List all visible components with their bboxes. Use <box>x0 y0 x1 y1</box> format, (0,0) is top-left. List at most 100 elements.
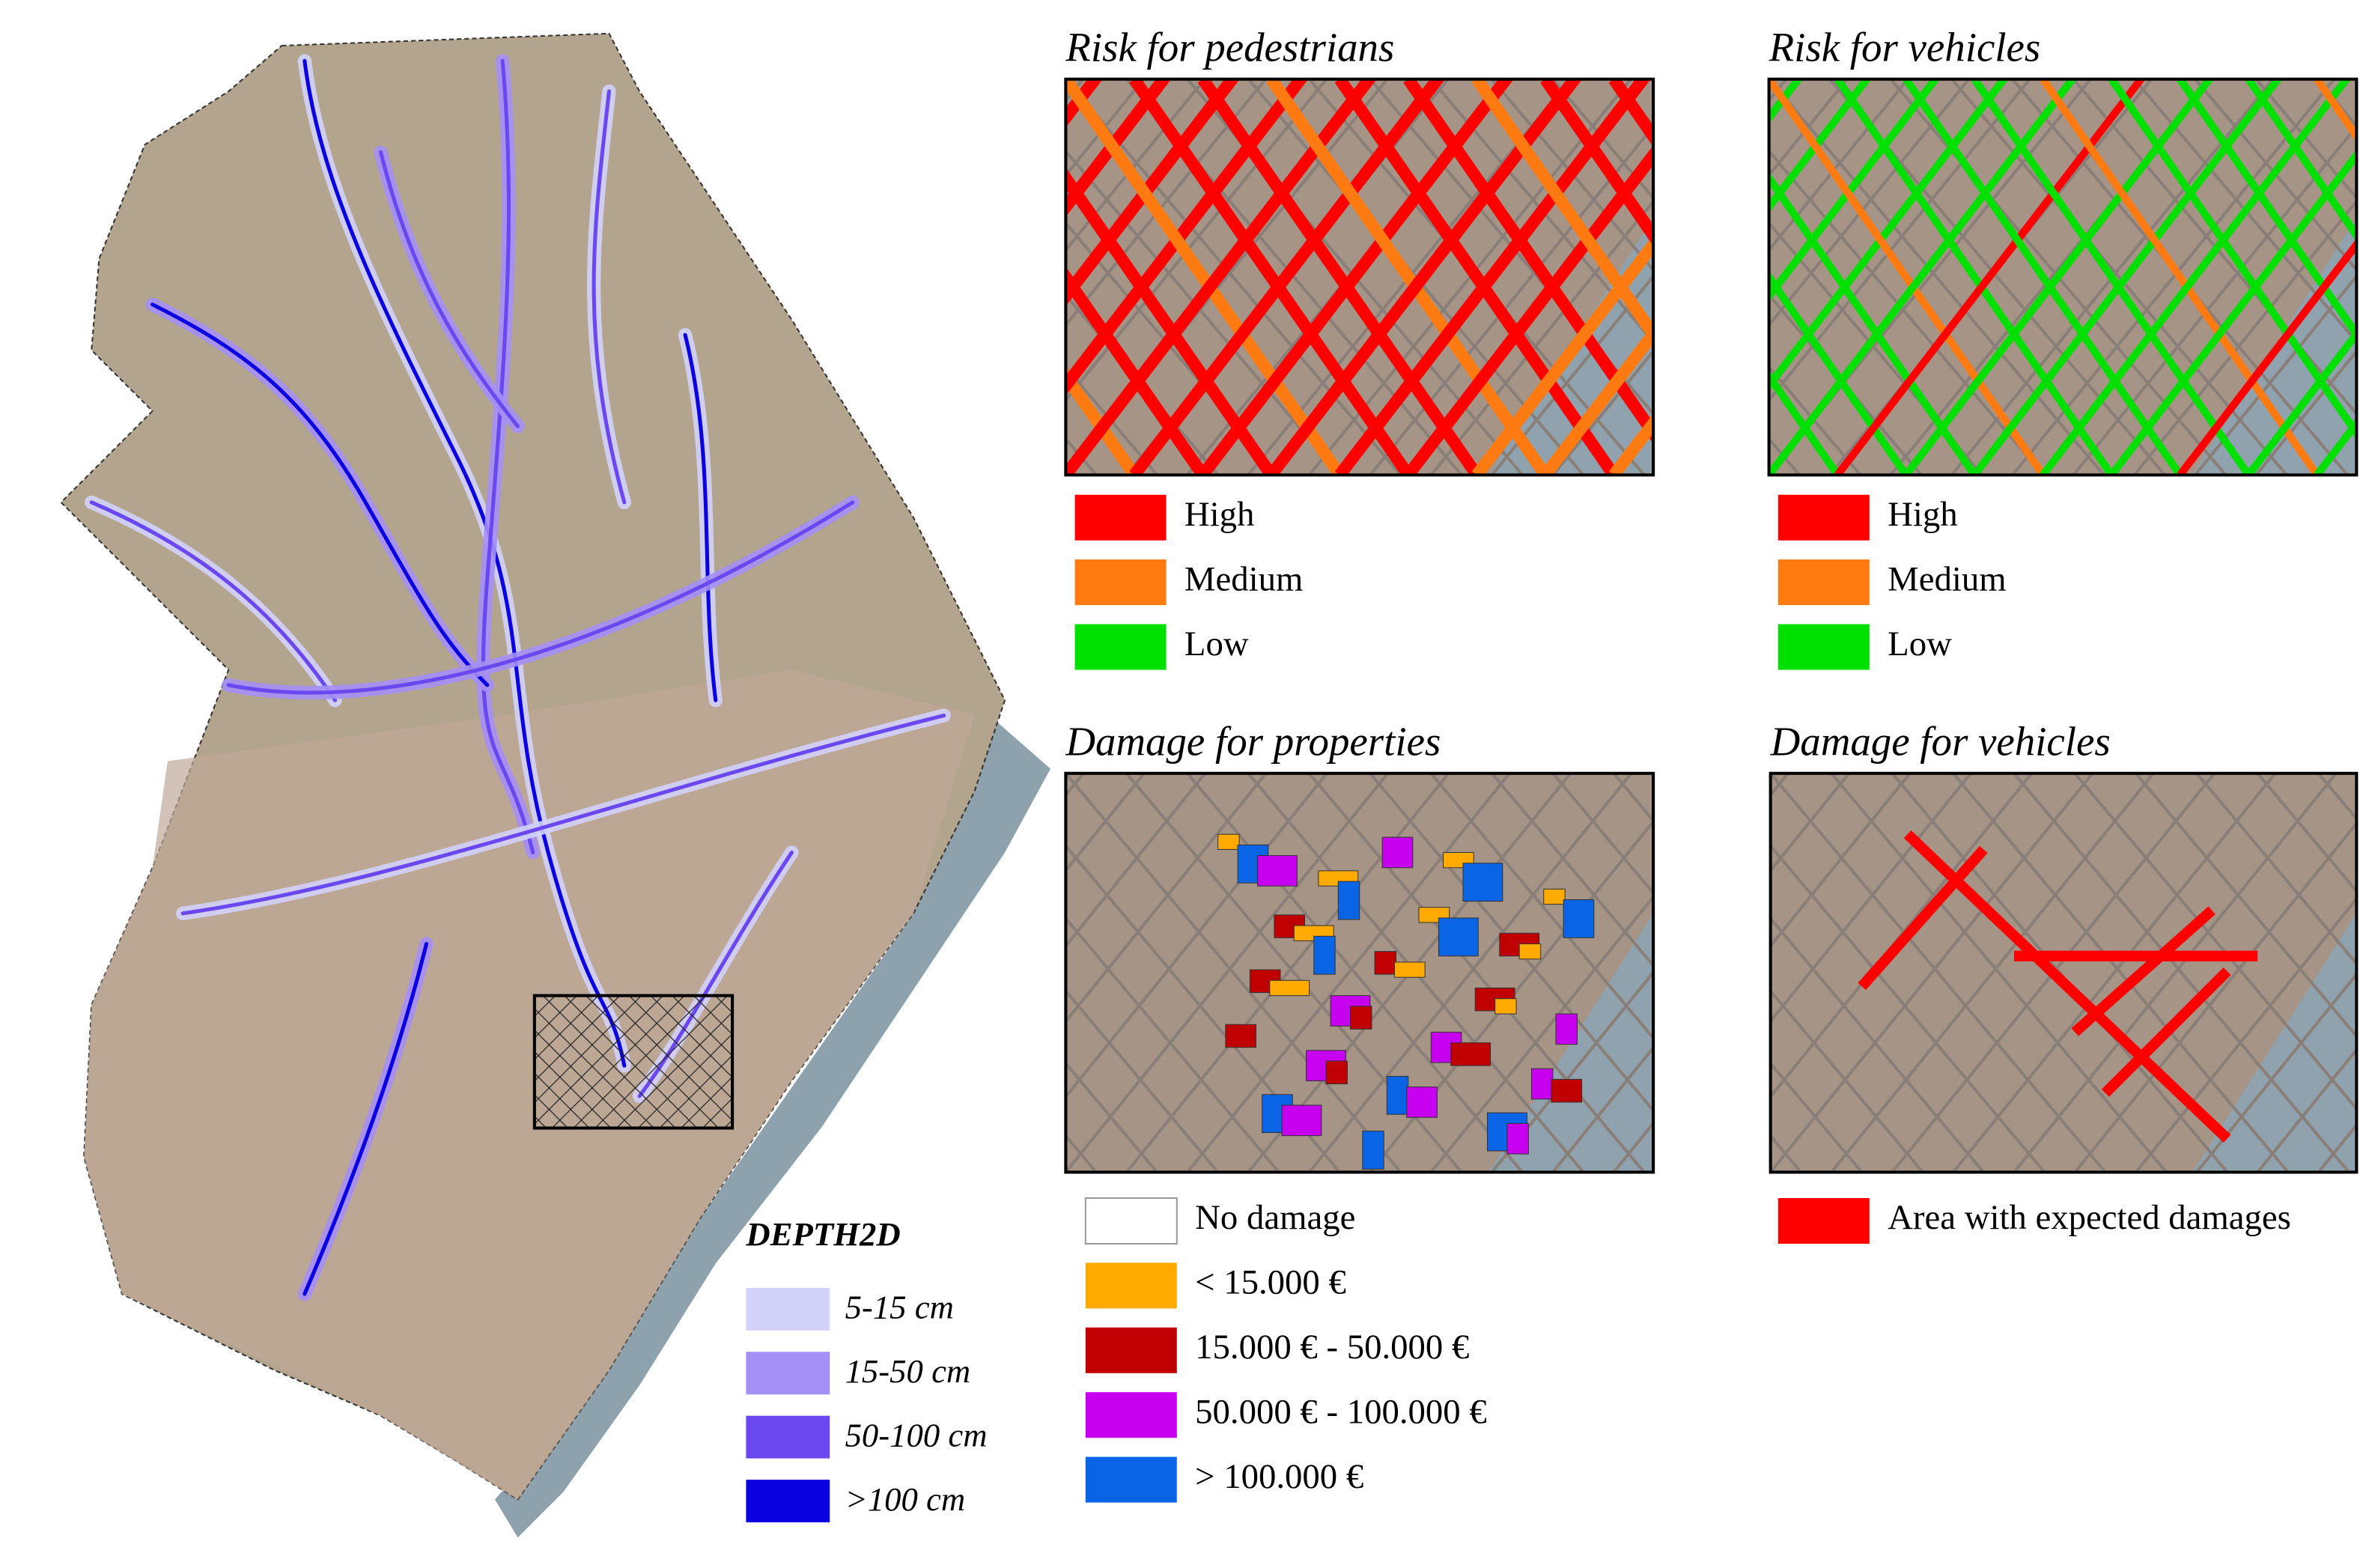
stream-core <box>683 332 718 702</box>
damaged-property <box>1257 855 1298 887</box>
damaged-property <box>1350 1006 1372 1030</box>
aerial-image <box>1769 79 2357 475</box>
damage-area <box>2101 967 2231 1097</box>
risk-street <box>1834 79 2115 475</box>
risk-street <box>1769 79 1941 303</box>
street <box>1952 773 2278 1173</box>
risk-street <box>1403 145 1654 475</box>
legend-swatch <box>1778 494 1870 541</box>
risk-street <box>1197 79 1482 475</box>
legend-swatch <box>1085 1392 1177 1438</box>
risk-street <box>1471 79 1654 345</box>
zoom-area <box>532 994 735 1130</box>
risk-street <box>1769 79 2078 475</box>
risk-street <box>1129 79 1414 475</box>
street <box>2073 821 2357 1173</box>
legend-label: > 100.000 € <box>1195 1457 1363 1496</box>
street <box>1429 894 1654 1173</box>
street <box>2135 773 2357 1039</box>
sea <box>494 715 1051 1538</box>
street <box>2013 773 2350 1173</box>
legend-label: >100 cm <box>845 1480 966 1518</box>
street <box>1770 988 1924 1173</box>
damaged-property <box>1269 979 1310 997</box>
damage-area <box>2071 906 2216 1036</box>
street <box>2195 773 2357 967</box>
panel-frame <box>1064 771 1655 1174</box>
street <box>1065 364 1158 475</box>
risk-street <box>1903 79 2183 475</box>
risk-street <box>1769 79 1872 213</box>
street <box>1369 79 1654 416</box>
street <box>1369 124 1654 475</box>
street <box>1186 773 1524 1173</box>
street <box>2072 79 2357 416</box>
damage-area <box>1903 830 2231 1143</box>
street <box>1065 773 1208 949</box>
risk-street <box>1769 270 1909 475</box>
damaged-property <box>1543 888 1566 905</box>
damage-area <box>1858 845 1988 991</box>
aerial-image <box>1065 773 1654 1173</box>
damaged-property <box>1450 1042 1491 1066</box>
street <box>1429 198 1654 475</box>
risk-street <box>1769 79 2009 392</box>
street <box>1769 292 1923 475</box>
street <box>1369 773 1654 1113</box>
panel-frame <box>1769 771 2359 1174</box>
legend-label: 5-15 cm <box>845 1289 954 1326</box>
damaged-property <box>1551 1078 1583 1103</box>
risk-street <box>1065 167 1277 475</box>
street <box>1491 79 1654 273</box>
stream-core <box>226 500 855 695</box>
street <box>1429 79 1654 344</box>
street <box>1065 988 1220 1173</box>
street <box>2194 79 2357 273</box>
risk-street <box>1769 79 1804 124</box>
panel-title: Damage for properties <box>1065 718 1441 764</box>
legend-swatch <box>1778 559 1870 606</box>
stream-core <box>150 303 490 687</box>
legend-label: 50.000 € - 100.000 € <box>1195 1392 1487 1431</box>
street <box>1551 773 1654 896</box>
legend-swatch <box>1085 1262 1177 1309</box>
risk-street <box>2108 149 2357 475</box>
street <box>2256 773 2357 894</box>
street <box>1065 773 1390 1173</box>
risk-street <box>1065 266 1208 475</box>
legend-swatch <box>1085 1456 1177 1503</box>
legend-swatch <box>1074 494 1167 541</box>
street <box>1065 773 1329 1099</box>
risk-street <box>2108 79 2357 440</box>
panel-frame <box>1064 77 1655 477</box>
stream-core <box>302 941 429 1296</box>
risk-street <box>1769 369 1841 475</box>
street <box>1551 79 1654 201</box>
damaged-property <box>1225 1024 1256 1048</box>
damaged-property <box>1337 881 1360 920</box>
street <box>1429 773 1654 1041</box>
street <box>2013 773 2338 1173</box>
risk-street <box>1266 79 1551 475</box>
damaged-property <box>1462 863 1503 902</box>
risk-street <box>2040 79 2352 475</box>
damaged-property <box>1506 1122 1529 1155</box>
risk-street <box>1971 79 2252 475</box>
damaged-property <box>1386 1075 1409 1115</box>
street <box>2256 1047 2357 1173</box>
street <box>1769 79 2105 475</box>
aerial-image <box>1065 79 1654 475</box>
legend-swatch <box>746 1352 830 1395</box>
panel-title: Damage for vehicles <box>1770 718 2111 764</box>
street <box>1065 148 1341 475</box>
street <box>1308 773 1646 1173</box>
legend-label: Medium <box>1888 559 2006 598</box>
legend-swatch <box>746 1415 830 1459</box>
legend-label: 15-50 cm <box>845 1352 971 1390</box>
street <box>1065 773 1402 1173</box>
damaged-property <box>1518 943 1542 960</box>
legend-label: 50-100 cm <box>845 1416 988 1453</box>
street <box>1770 916 1985 1173</box>
street <box>2134 896 2357 1173</box>
risk-street <box>1834 79 2146 475</box>
